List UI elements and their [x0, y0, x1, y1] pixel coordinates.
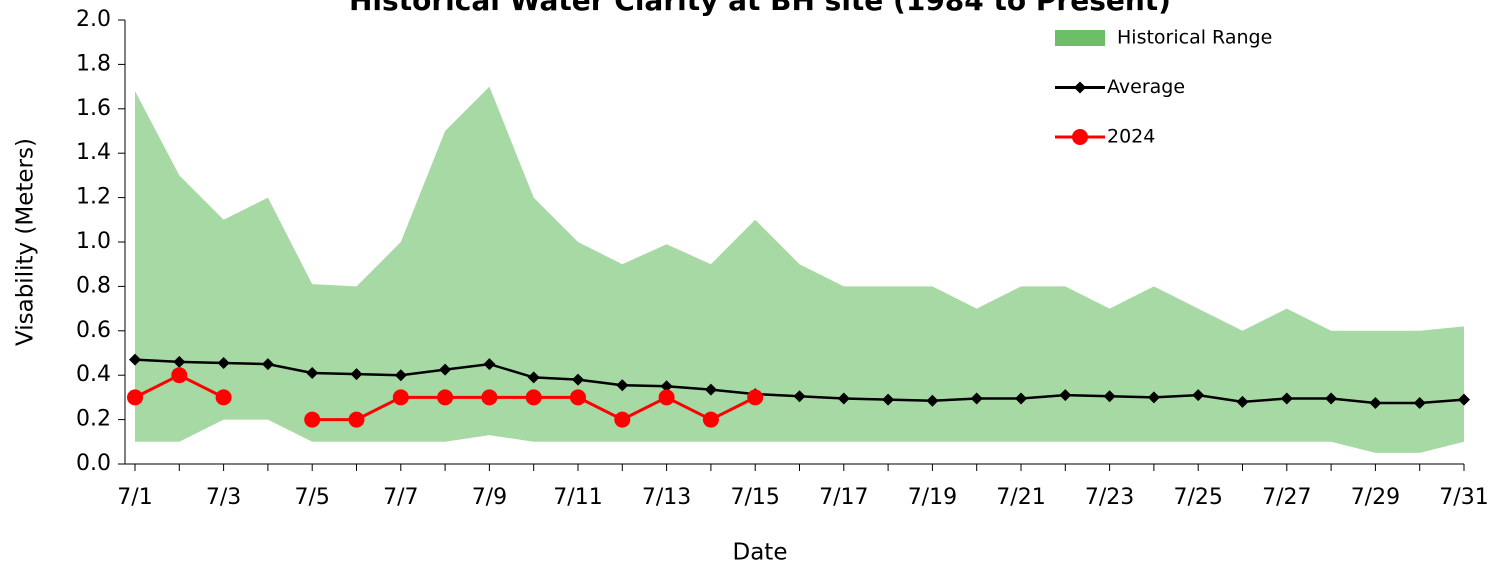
data-point	[350, 368, 363, 381]
data-point	[1413, 396, 1426, 409]
data-point	[129, 353, 141, 366]
data-point	[658, 389, 675, 406]
y-tick-label: 1.4	[76, 140, 111, 165]
y-tick-label: 0.0	[76, 451, 111, 476]
x-tick-label: 7/19	[908, 485, 957, 510]
data-point	[527, 371, 540, 384]
data-point	[481, 389, 498, 406]
data-point	[1147, 391, 1160, 404]
data-point	[1458, 393, 1470, 406]
data-point	[1103, 390, 1116, 403]
y-axis-title: Visability (Meters)	[13, 138, 39, 346]
x-tick-label: 7/13	[642, 485, 691, 510]
y-tick-label: 0.4	[76, 362, 111, 387]
x-tick-label: 7/3	[206, 485, 241, 510]
x-tick-label: 7/9	[472, 485, 507, 510]
data-point	[704, 383, 717, 396]
data-point	[570, 389, 586, 406]
legend-marker	[1072, 129, 1088, 145]
data-point	[439, 363, 452, 376]
chart-title: Historical Water Clarity at BH site (198…	[349, 0, 1171, 17]
data-point	[1325, 392, 1338, 405]
data-point	[217, 356, 230, 369]
y-tick-label: 1.6	[76, 96, 111, 121]
legend-label: Average	[1107, 76, 1185, 98]
y-tick-label: 1.0	[76, 229, 111, 254]
legend-swatch	[1055, 30, 1105, 46]
data-point	[1236, 395, 1249, 408]
data-point	[306, 366, 319, 379]
y-tick-label: 0.2	[76, 407, 111, 432]
data-point	[261, 358, 274, 371]
data-point	[616, 379, 629, 392]
y-tick-label: 0.8	[76, 273, 111, 298]
data-point	[215, 389, 232, 406]
data-point	[1280, 392, 1293, 405]
data-point	[702, 411, 719, 428]
y-tick-label: 1.2	[76, 185, 111, 210]
y-tick-label: 0.6	[76, 318, 111, 343]
range-area	[135, 86, 1464, 453]
legend-label: Historical Range	[1117, 27, 1272, 49]
data-point	[614, 411, 631, 428]
legend-label: 2024	[1107, 126, 1155, 148]
data-point	[525, 389, 542, 406]
data-point	[1015, 392, 1027, 405]
data-point	[837, 392, 850, 405]
data-point	[660, 380, 673, 393]
x-tick-label: 7/25	[1173, 485, 1222, 510]
data-point	[127, 389, 143, 406]
x-tick-label: 7/15	[730, 485, 779, 510]
data-point	[882, 393, 895, 406]
x-tick-label: 7/5	[294, 485, 329, 510]
x-tick-label: 7/1	[117, 485, 152, 510]
data-point	[970, 392, 983, 405]
data-point	[1059, 389, 1072, 402]
data-point	[392, 389, 409, 406]
x-axis-title: Date	[733, 540, 788, 566]
data-point	[926, 394, 939, 407]
data-point	[348, 411, 365, 428]
x-tick-label: 7/31	[1439, 485, 1488, 510]
data-point	[171, 367, 188, 384]
data-point	[572, 373, 584, 386]
data-point	[1369, 396, 1382, 409]
x-tick-label: 7/29	[1351, 485, 1400, 510]
data-point	[437, 389, 454, 406]
x-tick-label: 7/21	[996, 485, 1045, 510]
x-tick-label: 7/27	[1262, 485, 1311, 510]
data-point	[793, 390, 806, 403]
y-tick-label: 1.8	[76, 51, 111, 76]
x-tick-label: 7/11	[553, 485, 602, 510]
legend-marker	[1074, 81, 1086, 94]
x-tick-label: 7/7	[383, 485, 418, 510]
data-point	[1192, 389, 1205, 402]
data-point	[304, 411, 321, 428]
data-point	[394, 369, 407, 382]
y-tick-label: 2.0	[76, 7, 111, 32]
data-point	[483, 358, 496, 371]
data-point	[747, 389, 764, 406]
x-tick-label: 7/23	[1085, 485, 1134, 510]
x-tick-label: 7/17	[819, 485, 868, 510]
data-point	[173, 355, 186, 368]
